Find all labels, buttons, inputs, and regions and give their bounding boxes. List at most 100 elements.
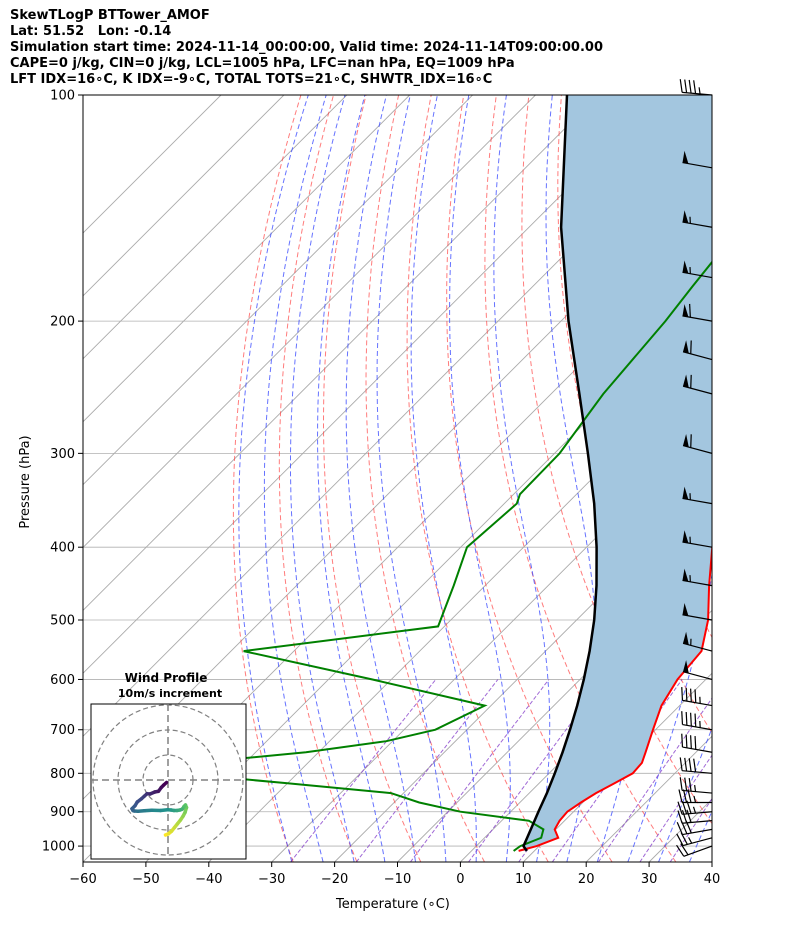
isotherm-line [397,546,712,862]
barb-shaft [682,614,713,621]
barb-shaft [683,845,713,857]
barb-flag [683,660,689,674]
x-tick-label: 10 [515,872,532,887]
barb-full [687,789,692,803]
dry-adiabat [757,95,794,862]
wind-barb [682,568,713,587]
wind-barb [679,79,713,96]
barb-full [684,79,688,93]
index-line: LFT IDX=16∘C, K IDX=-9∘C, TOTAL TOTS=21∘… [10,72,493,87]
wind-barb [681,733,713,753]
dry-adiabat [789,95,794,862]
barb-full [693,80,697,94]
title-line: SkewTLogP BTTower_AMOF [10,8,210,23]
dry-adiabat [406,95,549,862]
barb-shaft [682,91,713,96]
isotherm-line [334,483,712,862]
barb-full [685,734,688,748]
dry-adiabat [521,95,712,825]
dewpoint-line [177,260,712,852]
isotherm-line [83,95,473,486]
barb-full [681,801,688,815]
wind-barb [682,210,713,228]
barb-flag [682,210,689,224]
isotherm-line [83,95,348,360]
barb-full [677,810,683,824]
wind-barb [682,260,713,279]
wind-barb [678,789,712,804]
y-tick-label: 1000 [42,840,75,855]
wind-barb [682,340,713,361]
hodograph-segment [162,780,169,787]
y-tick-label: 100 [50,89,75,104]
wind-barb [682,374,713,395]
dry-adiabat [484,95,677,862]
barb-full [676,844,685,857]
moist-adiabat [720,95,794,862]
time-line: Simulation start time: 2024-11-14_00:00:… [10,40,603,55]
barb-shaft [682,541,713,548]
wind-barb [681,711,713,731]
dry-adiabat [232,95,302,862]
barb-full [682,789,688,803]
moist-adiabat [627,95,712,862]
barb-full [681,711,684,725]
wind-barb [677,809,713,824]
barb-flag [682,530,689,543]
barb-shaft [682,811,713,815]
barb-full [677,801,683,815]
isotherm-line [83,95,536,549]
wind-barb [679,757,713,774]
isotherm-line [83,95,662,674]
barb-flag [682,486,689,500]
moist-adiabat [316,95,386,862]
barb-shaft [682,445,713,454]
cape-cin-fill [518,95,712,851]
x-tick-label: −30 [258,872,285,887]
inset-title: Wind Profile [125,671,208,685]
barb-full [688,79,692,94]
isotherm-line [83,95,285,297]
dry-adiabat [724,95,794,862]
wind-barb [682,150,713,169]
dry-adiabat [278,95,358,862]
mixing-ratio-line [597,697,712,862]
barb-full [686,809,692,823]
cape-line: CAPE=0 j/kg, CIN=0 j/kg, LCL=1005 hPa, L… [10,56,515,71]
x-tick-label: −20 [321,872,348,887]
barb-full [684,757,688,772]
moist-adiabat [449,95,511,862]
barb-half [698,87,701,95]
barb-full [679,79,683,93]
isotherm-line [83,95,222,234]
y-tick-label: 300 [50,447,75,462]
barb-shaft [682,315,713,322]
wind-barb [682,486,713,505]
barb-flag [682,304,689,317]
y-tick-label: 200 [50,315,75,330]
y-tick-label: 400 [50,541,75,556]
barb-half [694,784,697,792]
moist-adiabat [238,95,309,862]
y-tick-label: 600 [50,673,75,688]
barb-full [685,687,688,702]
y-tick-label: 800 [50,767,75,782]
mixing-ratio-line [409,679,550,862]
wind-barb [682,303,713,322]
x-axis: −60 −50 −40 −30 −20 −10 0 10 20 30 40 [69,862,720,887]
wind-barb [682,631,713,652]
barb-shaft [682,837,713,847]
barb-flag [683,374,689,388]
y-tick-label: 500 [50,613,75,628]
wind-barbs [676,79,713,857]
barb-full [680,843,689,856]
barb-full [678,789,683,803]
wind-barb [682,530,713,548]
y-axis-label: Pressure (hPa) [18,435,33,528]
barb-full [681,810,688,824]
barb-flag [682,568,689,582]
location-line: Lat: 51.52 Lon: -0.14 [10,24,172,39]
barb-full [690,735,692,749]
wind-barb [679,777,713,794]
barb-full [694,713,697,727]
